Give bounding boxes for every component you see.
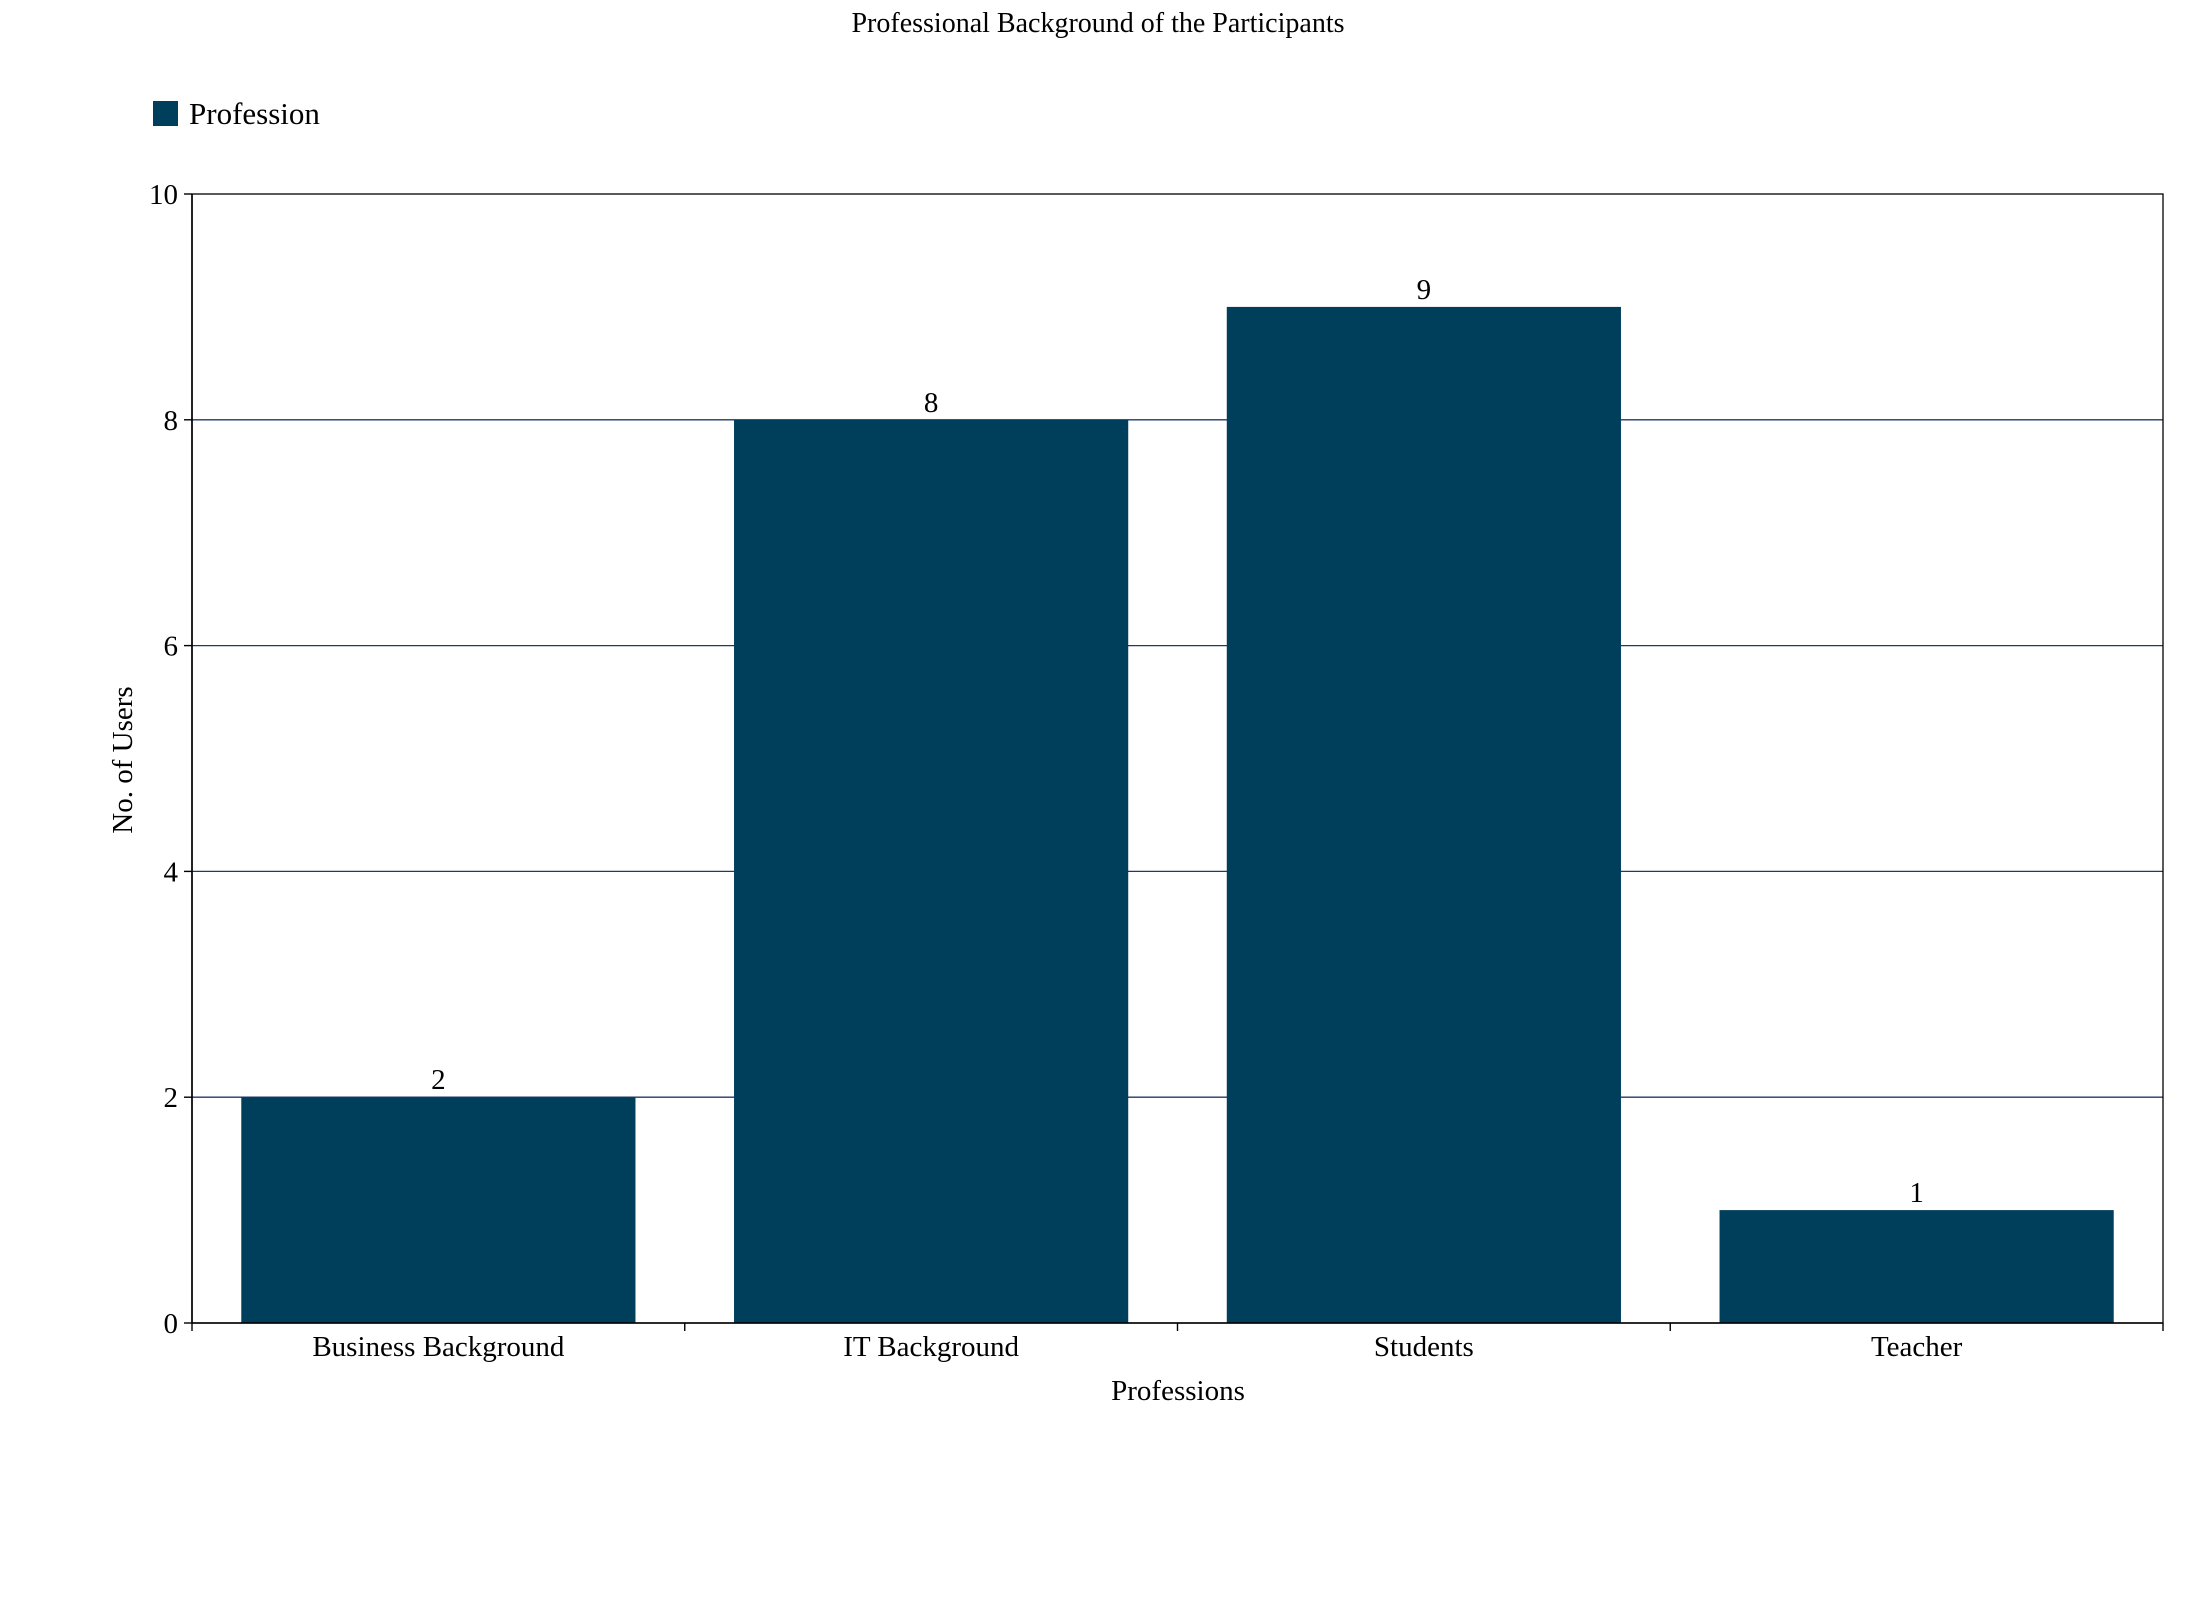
gridlines [192, 419, 2163, 1098]
y-tick-label: 10 [149, 179, 178, 211]
data-label-background [915, 385, 948, 419]
bar-business-background [241, 1097, 636, 1323]
bars [241, 306, 2114, 1323]
y-tick-label: 4 [164, 856, 179, 888]
x-axis-title: Professions [1111, 1375, 1245, 1407]
y-tick-label: 8 [164, 405, 179, 437]
legend-swatch [153, 101, 178, 126]
x-tick-label: IT Background [843, 1331, 1019, 1363]
bar-students [1226, 306, 1621, 1323]
x-axis-ticks: Business Background IT Background Students… [191, 1323, 2164, 1363]
x-tick-label: Teacher [1871, 1331, 1963, 1363]
x-tick-label: Business Background [312, 1331, 565, 1363]
data-label: 1 [1909, 1177, 1924, 1209]
y-axis-title: No. of Users [107, 686, 139, 833]
y-tick-label: 0 [164, 1308, 179, 1340]
legend-label: Profession [189, 96, 320, 131]
y-axis-ticks: 0 2 4 6 8 10 [149, 179, 192, 1340]
data-label: 8 [924, 387, 939, 419]
data-label: 2 [431, 1064, 446, 1096]
data-label-background [422, 1063, 455, 1097]
chart-title: Professional Background of the Participa… [851, 8, 1344, 39]
data-labels: 2 8 9 1 [422, 272, 1933, 1210]
y-tick-label: 6 [164, 631, 179, 663]
bar-teacher [1719, 1210, 2114, 1323]
data-label-background [1407, 272, 1440, 306]
y-tick-label: 2 [164, 1082, 179, 1114]
data-label-background [1900, 1176, 1933, 1210]
data-label: 9 [1417, 274, 1432, 306]
bar-it-background [734, 419, 1129, 1323]
legend: Profession [153, 96, 320, 131]
x-tick-label: Students [1374, 1331, 1474, 1363]
